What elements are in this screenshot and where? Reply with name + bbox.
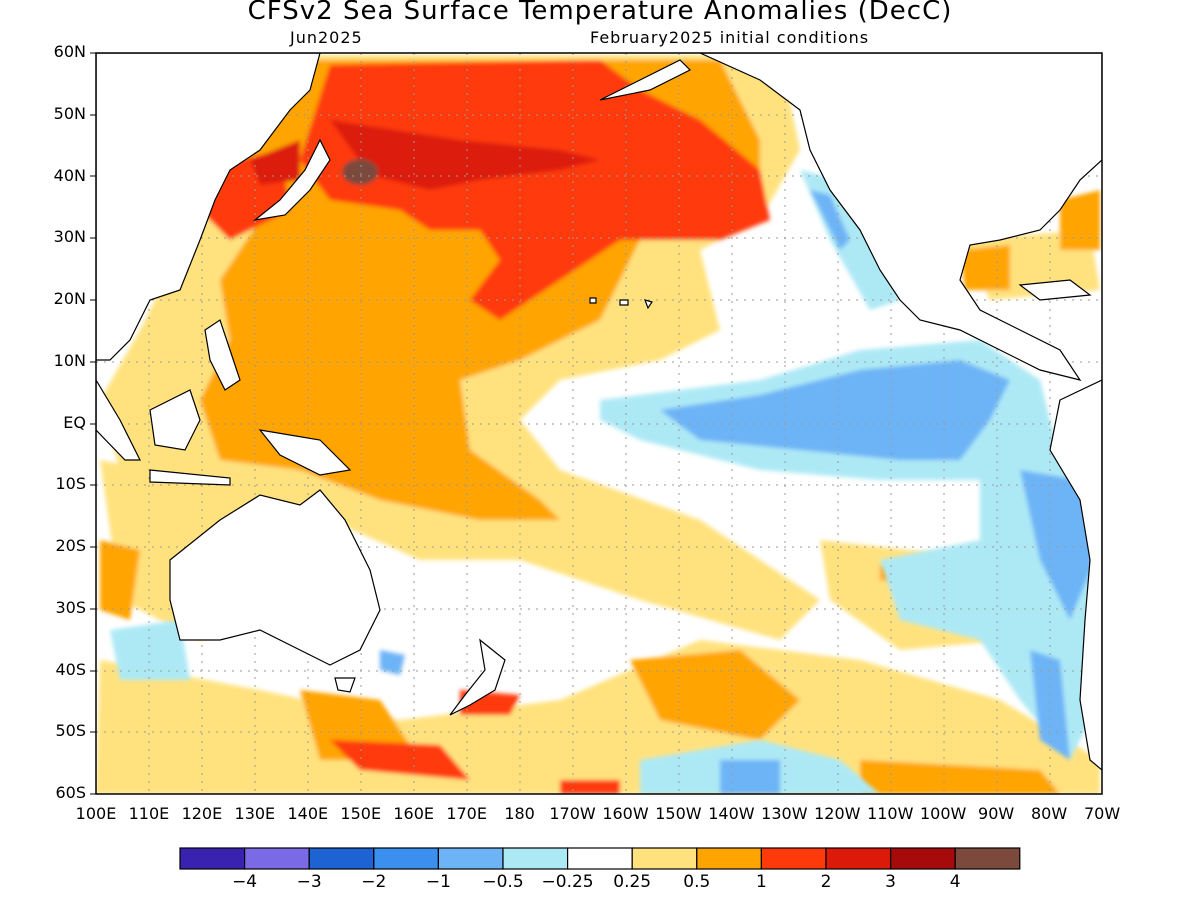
lon-label: 160W bbox=[602, 804, 649, 823]
lon-label: 170W bbox=[549, 804, 596, 823]
new-guinea bbox=[258, 429, 352, 476]
lat-label: 10S bbox=[55, 474, 86, 494]
colorbar-swatch bbox=[243, 847, 310, 870]
colorbar-label: −4 bbox=[232, 872, 258, 892]
colorbar-label: 1 bbox=[755, 872, 767, 892]
lon-label: 130W bbox=[761, 804, 808, 823]
lat-label: 30S bbox=[55, 597, 86, 617]
lon-label: 160E bbox=[393, 804, 435, 823]
colorbar-label: 0.25 bbox=[613, 872, 652, 892]
sumatra bbox=[96, 378, 141, 461]
initial-conditions: February2025 initial conditions bbox=[590, 28, 870, 47]
colorbar-swatch bbox=[825, 847, 892, 870]
north-america bbox=[699, 53, 1102, 381]
lon-label: 100W bbox=[920, 804, 967, 823]
colorbar-label: −2 bbox=[361, 872, 387, 892]
lon-label: 80W bbox=[1031, 804, 1068, 823]
lon-label: 120E bbox=[181, 804, 223, 823]
lat-lon-grid bbox=[96, 53, 1102, 794]
colorbar-swatch bbox=[954, 847, 1021, 870]
colorbar-swatch bbox=[760, 847, 827, 870]
colorbar-label: −1 bbox=[425, 872, 451, 892]
philippines bbox=[204, 319, 241, 391]
lon-label: 140W bbox=[708, 804, 755, 823]
axis-ticks bbox=[90, 52, 96, 795]
lat-label: 40N bbox=[53, 165, 86, 185]
colorbar-swatch bbox=[567, 847, 633, 870]
lat-label: 40S bbox=[55, 659, 86, 679]
colorbar-swatch bbox=[502, 847, 569, 870]
australia bbox=[169, 489, 381, 666]
colorbar-swatch bbox=[437, 847, 504, 870]
colorbar bbox=[179, 847, 1021, 870]
colorbar-label: 2 bbox=[820, 872, 832, 892]
forecast-month: Jun2025 bbox=[290, 28, 363, 47]
colorbar-label: 3 bbox=[885, 872, 896, 892]
lat-label: 60N bbox=[53, 42, 86, 61]
land bbox=[96, 53, 1102, 771]
colorbar-swatch bbox=[696, 847, 762, 870]
japan bbox=[252, 138, 331, 221]
colorbar-swatch bbox=[179, 847, 246, 870]
lon-label: 120W bbox=[814, 804, 861, 823]
new-zealand bbox=[449, 638, 506, 716]
colorbar-label: −0.25 bbox=[541, 872, 594, 892]
map-title: CFSv2 Sea Surface Temperature Anomalies … bbox=[247, 0, 953, 26]
colorbar-swatch bbox=[373, 847, 440, 870]
lat-label: 30N bbox=[53, 227, 86, 247]
colorbar-swatch bbox=[631, 847, 698, 870]
asia-landmass bbox=[96, 53, 321, 361]
lon-label: 150W bbox=[655, 804, 702, 823]
lon-label: 110E bbox=[128, 804, 170, 823]
cool-anomalies bbox=[110, 170, 1100, 794]
colorbar-label: 0.5 bbox=[683, 872, 711, 892]
lon-label: 180 bbox=[504, 804, 535, 823]
lat-label: 50S bbox=[55, 721, 86, 741]
lon-label: 100E bbox=[75, 804, 117, 823]
borneo bbox=[149, 389, 201, 451]
hawaii bbox=[589, 297, 653, 310]
lon-label: 70W bbox=[1083, 804, 1121, 823]
colorbar-label: −0.5 bbox=[482, 872, 524, 892]
cuba bbox=[1018, 279, 1092, 301]
lon-label: 130E bbox=[234, 804, 276, 823]
aleutians bbox=[599, 59, 692, 101]
lat-label: 50N bbox=[53, 103, 86, 123]
colorbar-swatch bbox=[889, 847, 956, 870]
south-america bbox=[1049, 379, 1102, 771]
lon-label: 90W bbox=[978, 804, 1015, 823]
lon-label: 150E bbox=[340, 804, 382, 823]
colorbar-swatch bbox=[308, 847, 375, 870]
lat-label: 20S bbox=[55, 536, 86, 555]
tasmania bbox=[334, 677, 356, 693]
java bbox=[149, 469, 231, 486]
lat-label: EQ bbox=[63, 412, 86, 432]
colorbar-label: 4 bbox=[949, 872, 961, 892]
lon-label: 170E bbox=[446, 804, 487, 823]
lat-label: 60S bbox=[55, 783, 86, 802]
lon-label: 140E bbox=[287, 804, 329, 823]
lon-label: 110W bbox=[867, 804, 914, 823]
colorbar-label: −3 bbox=[296, 872, 322, 892]
lat-label: 10N bbox=[53, 350, 86, 370]
lat-label: 20N bbox=[53, 289, 86, 308]
